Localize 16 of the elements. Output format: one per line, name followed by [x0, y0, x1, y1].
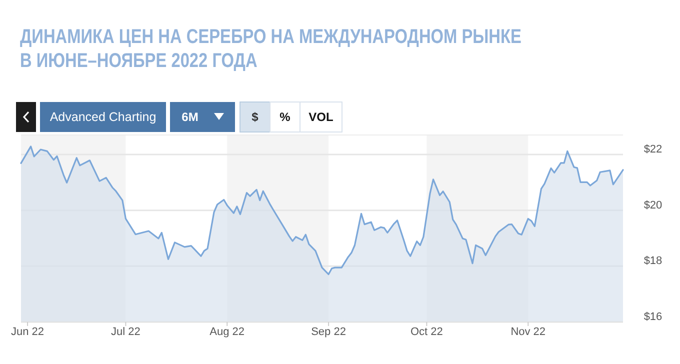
x-tick-label: Jun 22 — [11, 326, 44, 338]
text: 6M — [182, 110, 198, 124]
y-tick-label: $18 — [644, 255, 662, 268]
text: % — [280, 110, 291, 124]
y-tick-label: $16 — [644, 311, 662, 323]
text: Advanced Charting — [50, 110, 156, 124]
x-tick-label: Aug 22 — [210, 326, 245, 338]
y-tick-label: $20 — [644, 199, 662, 212]
x-tick-label: Nov 22 — [510, 326, 546, 338]
chart-title: ДИНАМИКА ЦЕН НА СЕРЕБРО НА МЕЖДУНАРОДНОМ РЫНКЕ В ИЮНЕ–НОЯБРЕ 2022 ГОДА — [20, 24, 522, 72]
x-tick-label: Sep 22 — [311, 326, 346, 338]
x-tick-label: Jul 22 — [111, 326, 140, 338]
text: $ — [252, 110, 259, 124]
y-tick-label: $22 — [644, 144, 662, 156]
x-tick-label: Oct 22 — [410, 326, 443, 338]
text: VOL — [308, 110, 334, 124]
